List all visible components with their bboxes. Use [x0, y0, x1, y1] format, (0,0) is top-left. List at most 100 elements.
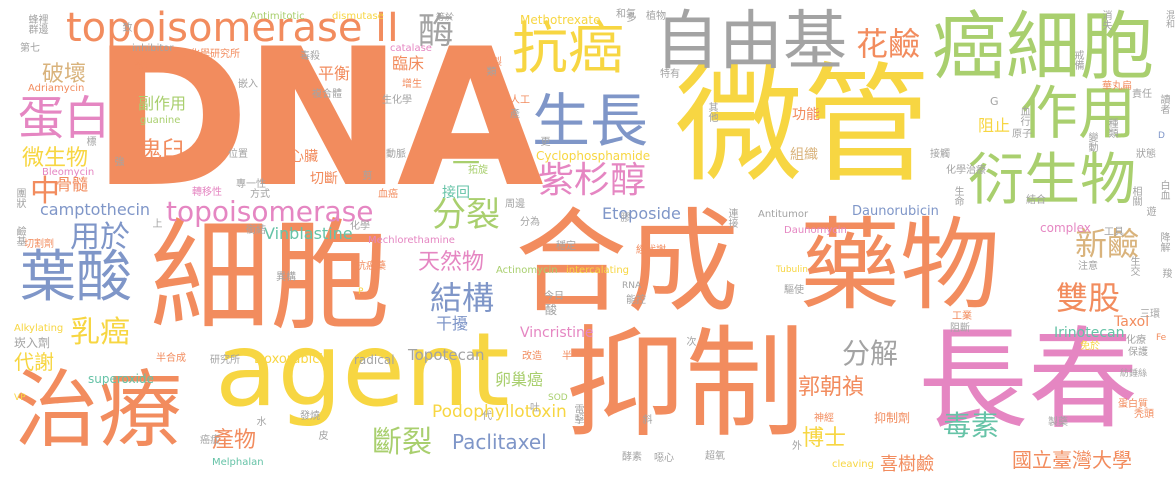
word-ntu: 國立臺灣大學	[1012, 448, 1132, 472]
word-fangshi: 方式	[250, 189, 270, 200]
word-xibao: 細胞	[150, 208, 390, 347]
word-yanjiusuo: 研究所	[210, 355, 240, 366]
word-shuanggu: 雙股	[1056, 279, 1121, 317]
word-jiehe: 結合	[1026, 195, 1046, 206]
word-g: G	[990, 95, 999, 108]
word-xiaohua: 化療	[1126, 335, 1146, 346]
word-zengsheng: 增生	[402, 79, 422, 90]
word-superoxide: superoxide	[88, 372, 154, 386]
word-xiangguan-v: 相關	[1130, 186, 1141, 206]
word-d: D	[1158, 131, 1165, 141]
word-topotecan: Topotecan	[408, 346, 485, 364]
word-qudong: 驅使	[784, 285, 804, 296]
word-biao-v: 標	[84, 136, 95, 146]
word-antimitotic: Antimitotic	[250, 11, 305, 22]
word-jiegou3-v: 團狀	[14, 188, 25, 208]
word-jiangji-v: 降解	[1158, 232, 1169, 252]
word-dongmai: 動脈	[386, 149, 406, 160]
word-zhiliao: 治療	[14, 361, 183, 459]
word-alkylating: Alkylating	[14, 323, 64, 334]
word-paclitaxel: Paclitaxel	[452, 430, 547, 454]
word-wendding: 穩定	[556, 241, 576, 252]
word-suan: 酸	[545, 303, 558, 317]
word-huaxueyaoji: 化學治療	[946, 165, 986, 176]
word-yaowu: 藥物	[800, 207, 1000, 324]
word-gongju: 工具	[1104, 227, 1124, 238]
word-fenwei: 分為	[520, 217, 540, 228]
word-topo: topoisomerase	[166, 195, 374, 228]
word-shenjing: 神經	[814, 413, 834, 424]
word-huaxue: 化學	[350, 221, 370, 232]
word-topo2: topoisomerase II	[66, 5, 399, 51]
word-jiehe2: 銜結	[246, 225, 266, 236]
word-qiege: 切斷	[310, 171, 338, 187]
word-zhuanyi: 專一性	[236, 179, 266, 190]
word-yiguo: 異構	[276, 272, 296, 283]
word-daunorubicin: Daunorubicin	[852, 204, 939, 219]
word-zhuangtai: 狀態	[1136, 149, 1156, 160]
word-fuzuoyong: 副作用	[138, 94, 187, 113]
word-zuoyong: 作用	[1020, 79, 1137, 147]
word-zhiwu: 植物	[646, 11, 666, 22]
word-guanine: guanine	[140, 115, 181, 126]
word-sod: SOD	[548, 393, 568, 403]
word-shengming-v: 生命	[952, 186, 963, 206]
word-xianti-v: 戒備	[1072, 50, 1083, 70]
word-lei-v: 類	[484, 66, 495, 76]
word-zuduan: 阻斷	[950, 323, 970, 334]
word-podophyllotoxin: Podophyllotoxin	[432, 402, 567, 422]
word-guijiu: 鬼臼	[140, 138, 185, 163]
word-qiangeji: 切割劑	[24, 239, 54, 250]
word-zhuyi: 注意	[1078, 261, 1098, 272]
word-pohuai: 破壞	[42, 62, 87, 87]
word-zhouqi: 周邊	[505, 199, 525, 210]
word-fuzhi: 複製	[482, 57, 502, 68]
word-shengjiao-v: 生交	[1128, 256, 1139, 276]
word-changchun: 長春	[918, 316, 1138, 444]
word-taxol: Taxol	[1114, 314, 1150, 330]
word-qudong2-v: 變動	[1086, 132, 1097, 152]
word-wai: 外	[792, 441, 802, 452]
word-rna: RNA	[622, 281, 642, 291]
word-yizhiji: 抑制劑	[874, 411, 911, 425]
word-fuhewu: 複合體	[312, 89, 342, 100]
word-shuqi-v: 遊	[1144, 206, 1155, 216]
word-juchang: 癌症	[200, 435, 220, 446]
word-yuanzi: 原子	[1012, 129, 1032, 140]
word-chanwu: 產物	[212, 428, 257, 453]
word-fangchui: 紡錘絲	[1120, 369, 1148, 379]
word-dusu: 毒素	[943, 409, 1000, 442]
word-qiangeji2: 崁入劑	[14, 336, 51, 350]
word-shengxue2: 生化學	[382, 95, 412, 106]
word-gusui: 骨髓	[56, 175, 89, 194]
word-gengduo-v: 更	[538, 136, 549, 146]
word-suo-v: 羧	[1160, 268, 1171, 278]
word-baohu: 保護	[1128, 347, 1148, 358]
word-duosha: 毒殺	[300, 51, 320, 62]
word-heqi: 和氣	[616, 9, 636, 20]
word-shang-v: 上	[150, 218, 161, 228]
word-etoposide: Etoposide	[602, 204, 681, 223]
word-duanlie: 斷裂	[372, 425, 432, 460]
word-vinblastine: Vinblastine	[264, 224, 353, 243]
word-fenlie: 分裂	[432, 195, 500, 235]
word-xishujian: 喜樹鹼	[880, 454, 934, 475]
word-xinjian: 新鹼	[1075, 225, 1140, 263]
word-intercalating: intercalating	[566, 265, 629, 276]
word-xibao-v: 消失	[1100, 10, 1111, 30]
word-gongye: 工業	[952, 311, 972, 322]
word-shengxue: 生化學研究所	[180, 49, 240, 60]
word-jian-v: 剪	[360, 170, 371, 180]
word-xinzang: 心臟	[290, 149, 318, 165]
word-sanxun: 三環	[1140, 309, 1160, 320]
word-jizhi: 機制	[134, 61, 153, 71]
word-weishengwu: 微生物	[22, 146, 89, 171]
word-yi: 一	[452, 147, 481, 180]
word-pingheng: 平衡	[318, 64, 351, 83]
word-banhecheng: 半合成	[156, 353, 186, 364]
word-zhi-v: 致	[120, 22, 131, 32]
word-qiang-v: 強	[112, 156, 123, 166]
word-bleomycin: Bleomycin	[42, 167, 95, 178]
word-diqi: 第七	[20, 43, 40, 54]
word-daunomycin: Daunomycin	[784, 225, 847, 236]
